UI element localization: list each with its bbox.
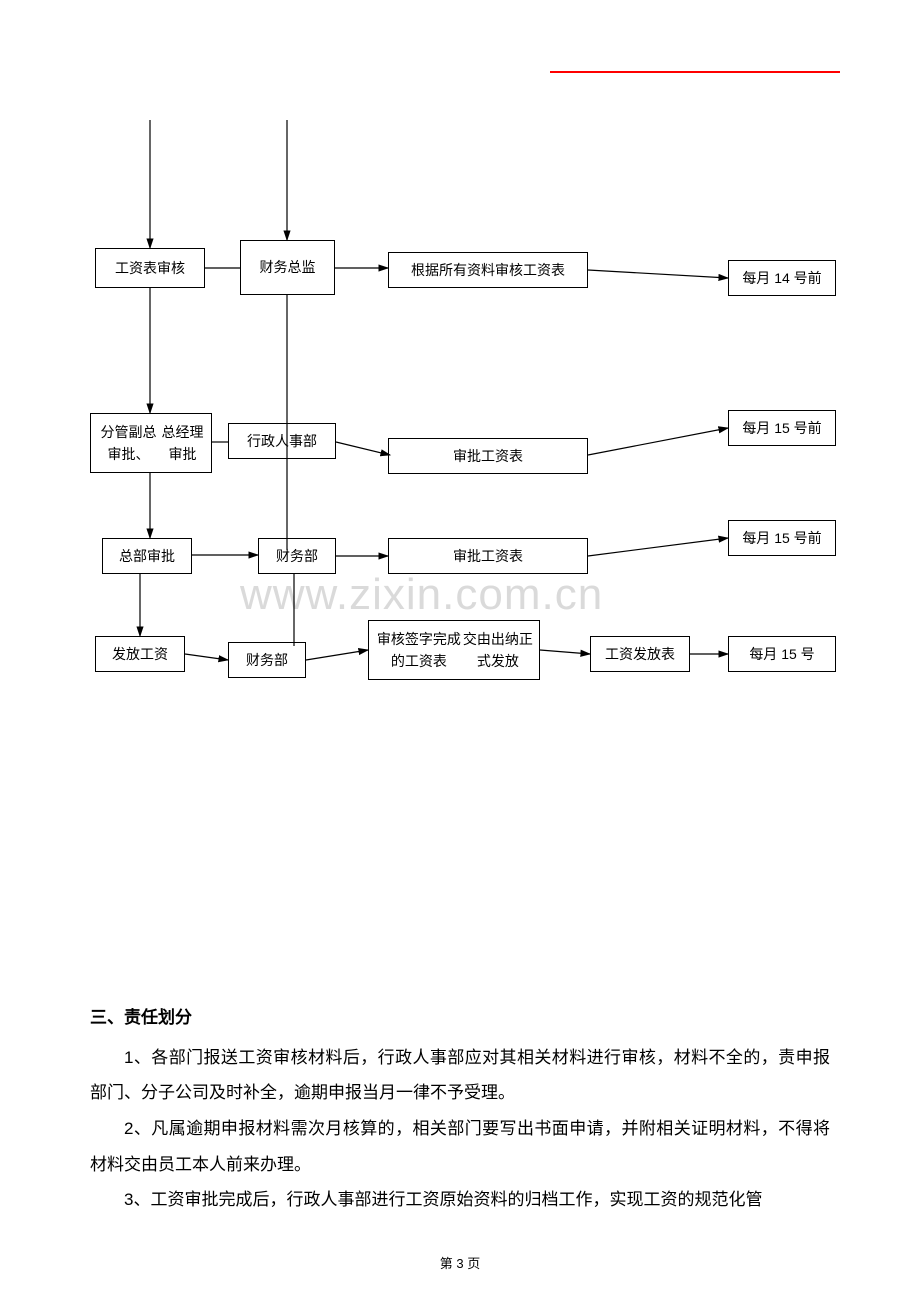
flow-node-c3: 审批工资表 xyxy=(388,538,588,574)
flow-node-d1: 发放工资 xyxy=(95,636,185,672)
paragraph-3: 3、工资审批完成后，行政人事部进行工资原始资料的归档工作，实现工资的规范化管 xyxy=(90,1182,830,1218)
flow-node-b3: 审批工资表 xyxy=(388,438,588,474)
body-text: 三、责任划分 1、各部门报送工资审核材料后，行政人事部应对其相关材料进行审核，材… xyxy=(90,1000,830,1218)
section-title: 三、责任划分 xyxy=(90,1000,830,1036)
flow-node-a1: 工资表审核 xyxy=(95,248,205,288)
flow-node-c1: 总部审批 xyxy=(102,538,192,574)
flow-node-b1: 分管副总审批、总经理审批 xyxy=(90,413,212,473)
page-footer: 第 3 页 xyxy=(0,1253,920,1272)
flow-node-c2: 财务部 xyxy=(258,538,336,574)
flow-node-a2: 财务总监 xyxy=(240,240,335,295)
flow-node-a3: 根据所有资料审核工资表 xyxy=(388,252,588,288)
flow-node-b2: 行政人事部 xyxy=(228,423,336,459)
flow-node-a4: 每月 14 号前 xyxy=(728,260,836,296)
flow-node-d3b: 工资发放表 xyxy=(590,636,690,672)
flow-node-c4: 每月 15 号前 xyxy=(728,520,836,556)
flow-node-d2: 财务部 xyxy=(228,642,306,678)
flow-node-d3: 审核签字完成的工资表交由出纳正式发放 xyxy=(368,620,540,680)
paragraph-1: 1、各部门报送工资审核材料后，行政人事部应对其相关材料进行审核，材料不全的，责申… xyxy=(90,1040,830,1111)
paragraph-2: 2、凡属逾期申报材料需次月核算的，相关部门要写出书面申请，并附相关证明材料，不得… xyxy=(90,1111,830,1182)
flow-node-d4: 每月 15 号 xyxy=(728,636,836,672)
flowchart-container: 工资表审核财务总监 根据所有资料审核工资表 每月 14 号前分管副总审批、总经理审批… xyxy=(0,0,920,750)
flow-node-b4: 每月 15 号前 xyxy=(728,410,836,446)
